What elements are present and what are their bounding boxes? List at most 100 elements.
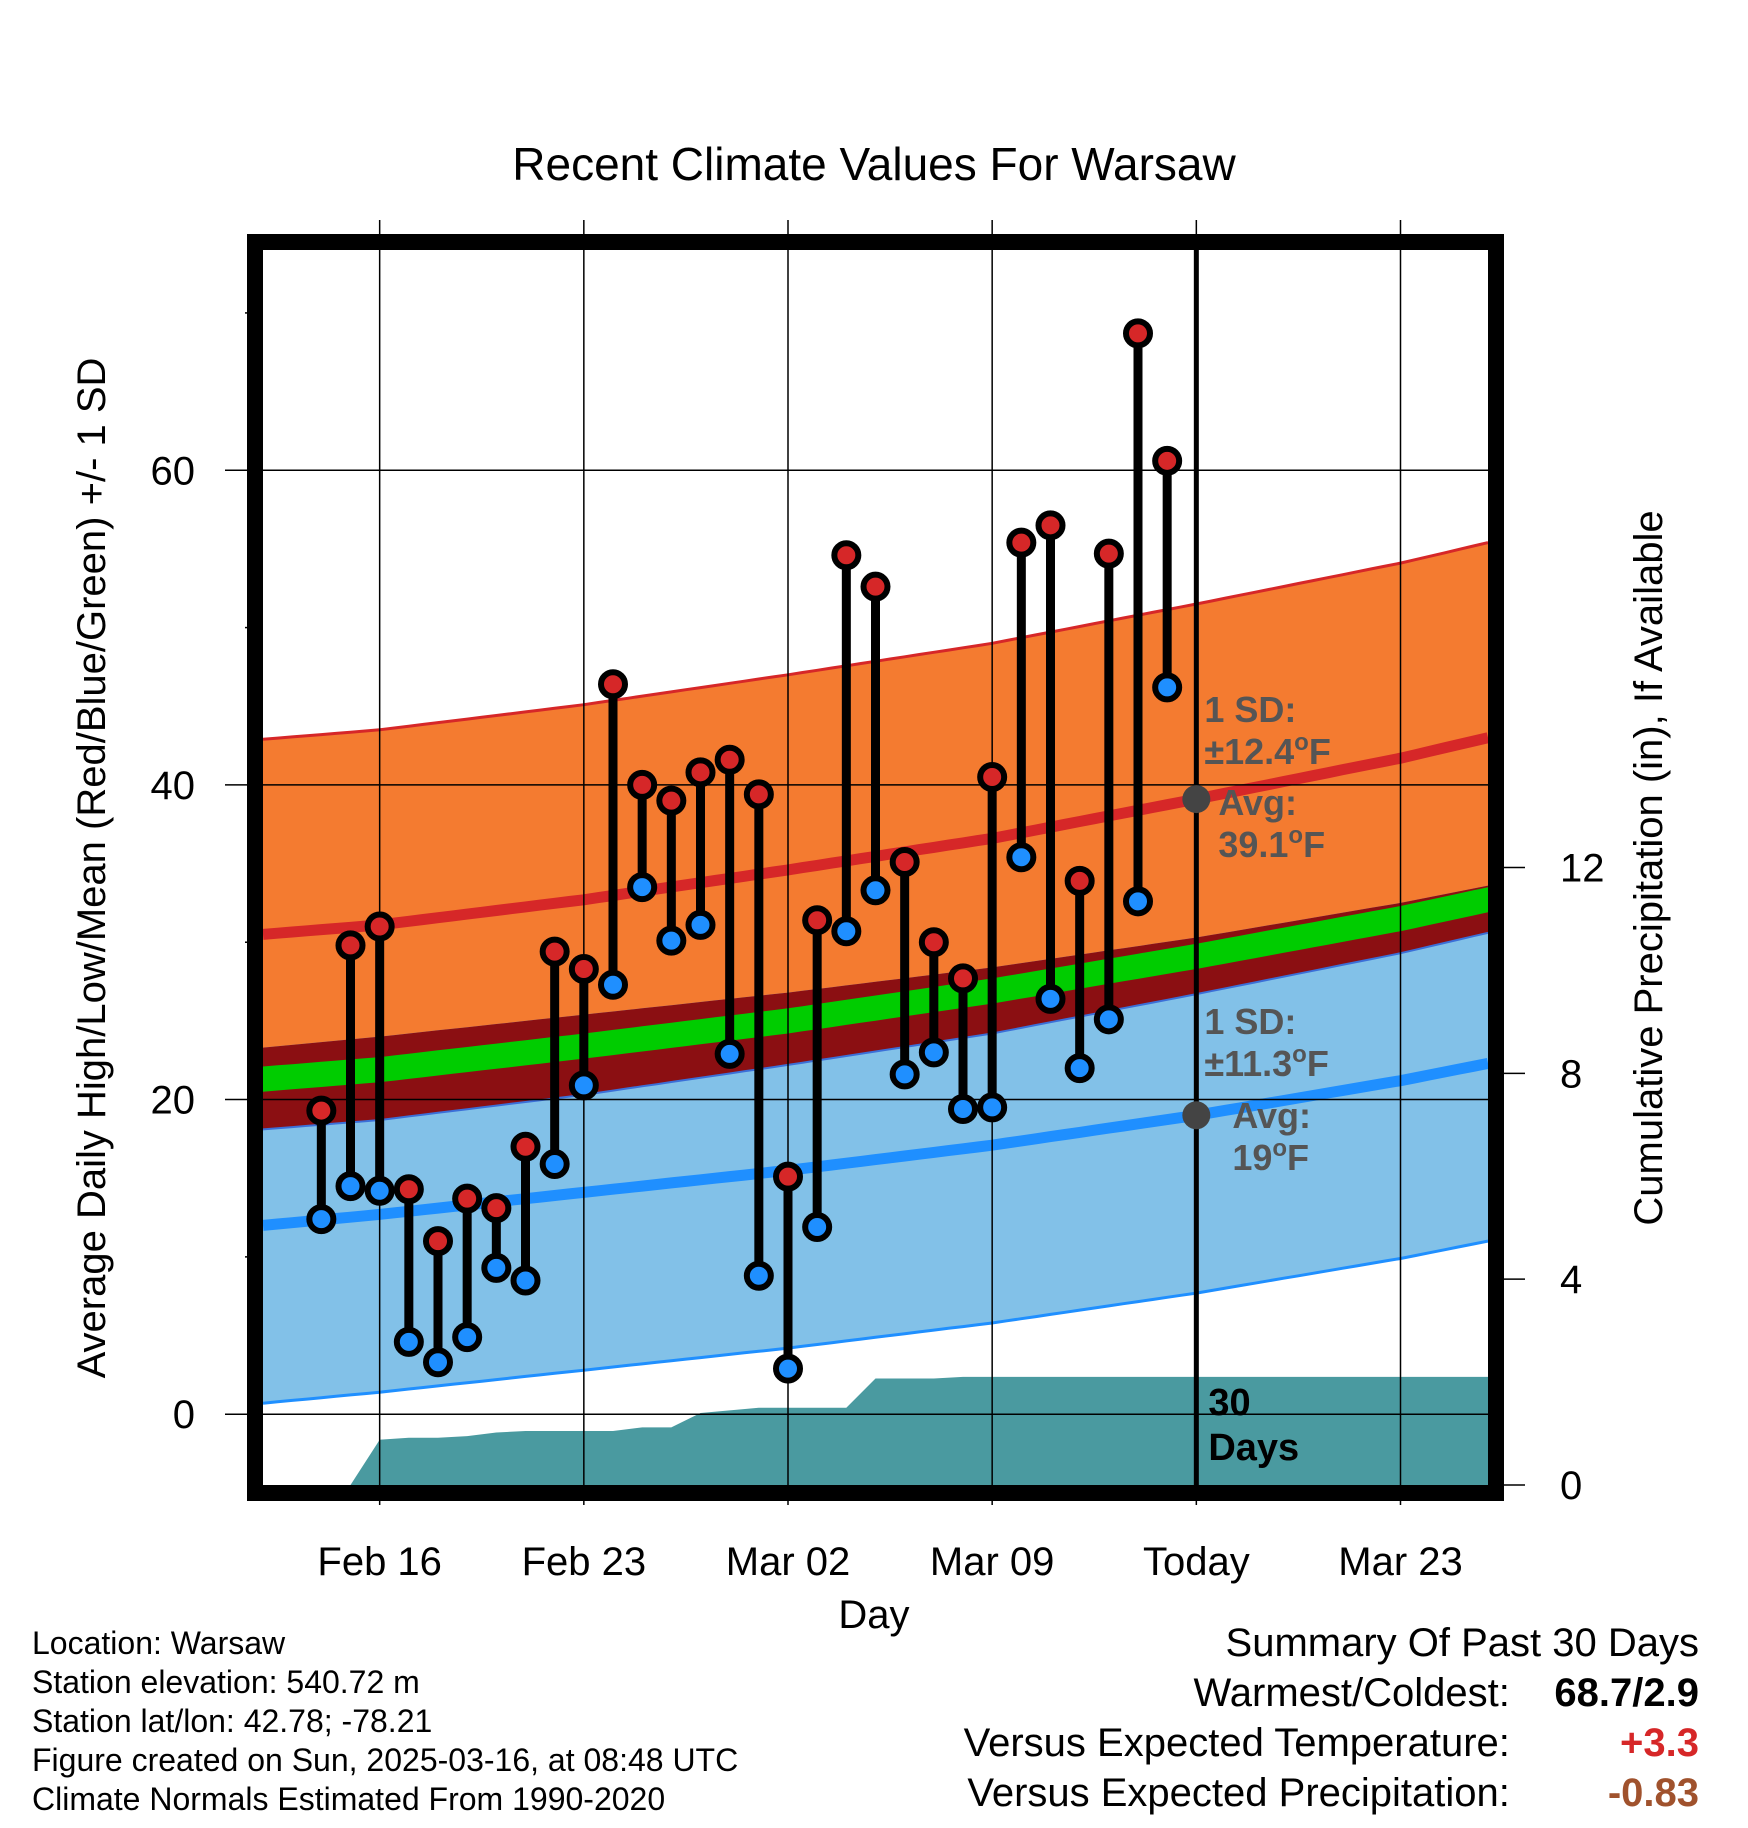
x-tick-label: Mar 23 <box>1338 1540 1463 1584</box>
warm-cold-label: Warmest/Coldest: <box>1193 1671 1510 1715</box>
daily-low-point <box>860 875 891 906</box>
daily-low-point <box>1006 842 1037 873</box>
high-avg-value: 39.1oF <box>1218 822 1325 865</box>
daily-low-point <box>1152 672 1183 703</box>
daily-low-point <box>539 1149 570 1180</box>
y2-tick-label: 12 <box>1560 847 1605 891</box>
daily-low-point <box>773 1353 803 1384</box>
summary-temp: Versus Expected Temperature: +3.3 <box>964 1718 1699 1768</box>
daily-high-point <box>656 785 687 816</box>
summary-precip: Versus Expected Precipitation: -0.83 <box>964 1768 1699 1818</box>
daily-high-point <box>1064 865 1095 896</box>
y-tick-label: 20 <box>151 1079 196 1123</box>
y2-axis-label: Cumulative Precipitation (in), If Availa… <box>1627 510 1671 1225</box>
daily-low-point <box>1035 983 1066 1014</box>
daily-low-point <box>743 1260 774 1291</box>
avg-low-marker <box>1182 1101 1211 1130</box>
daily-low-point <box>510 1265 541 1296</box>
y2-tick-label: 4 <box>1560 1258 1582 1302</box>
high-avg-unit: F <box>1303 824 1325 865</box>
low-sd-lower-line <box>263 1239 1488 1405</box>
low-sd-title: 1 SD: <box>1204 1001 1296 1042</box>
window-label-number: 30 <box>1208 1382 1250 1424</box>
high-sd-degree: o <box>1294 729 1309 756</box>
daily-high-point <box>1035 510 1066 541</box>
daily-high-point <box>598 669 628 700</box>
daily-low-point <box>1093 1004 1124 1035</box>
daily-low-point <box>714 1038 745 1069</box>
low-sd-degree: o <box>1292 1041 1307 1068</box>
daily-low-point <box>831 916 862 947</box>
daily-low-point <box>918 1037 949 1068</box>
y-tick-label: 0 <box>173 1393 195 1437</box>
y-tick-label: 40 <box>151 764 196 808</box>
warm-cold-value: 68.7/2.9 <box>1554 1671 1699 1715</box>
daily-high-point <box>1152 445 1183 476</box>
high-sd-unit: F <box>1309 731 1331 772</box>
daily-low-point <box>364 1175 395 1206</box>
daily-high-point <box>423 1226 453 1257</box>
daily-high-point <box>481 1193 512 1224</box>
high-sd-value: ±12.4oF <box>1204 729 1331 772</box>
plot-area: Feb 16 Feb 23 Mar 02 Mar 09 Today Mar 2302040… <box>151 220 1605 1584</box>
daily-low-point <box>627 872 658 903</box>
low-avg-title: Avg: <box>1232 1095 1311 1136</box>
low-sd-value: ±11.3oF <box>1204 1041 1329 1084</box>
daily-high-point <box>1123 318 1153 349</box>
window-label-unit: Days <box>1208 1427 1299 1469</box>
daily-high-point <box>860 571 891 602</box>
daily-high-point <box>306 1095 337 1126</box>
x-tick-label: Feb 16 <box>317 1540 442 1584</box>
daily-high-point <box>627 769 658 800</box>
created-text: Figure created on Sun, 2025-03-16, at 08… <box>32 1742 739 1778</box>
avg-high-marker <box>1182 785 1211 814</box>
precip-area <box>292 1376 1488 1485</box>
daily-low-point <box>889 1059 920 1090</box>
daily-high-point <box>918 927 949 958</box>
daily-high-point <box>948 963 978 994</box>
daily-low-point <box>306 1204 337 1235</box>
plot-frame <box>247 234 1504 1501</box>
daily-high-point <box>393 1174 424 1205</box>
temp-anomaly-label: Versus Expected Temperature: <box>963 1721 1510 1765</box>
daily-high-point <box>335 930 366 961</box>
daily-low-point <box>452 1322 483 1353</box>
daily-low-point <box>481 1252 512 1283</box>
high-sd-lower-line <box>263 931 1488 1131</box>
daily-high-point <box>539 936 570 967</box>
daily-high-point <box>743 779 774 810</box>
daily-low-point <box>685 909 716 940</box>
location-text: Location: Warsaw <box>32 1625 286 1661</box>
daily-low-point <box>977 1092 1008 1123</box>
y-tick-label: 60 <box>151 449 196 493</box>
x-tick-label: Today <box>1143 1540 1250 1584</box>
daily-high-point <box>510 1131 541 1162</box>
high-avg-title: Avg: <box>1218 782 1297 823</box>
y2-tick-label: 0 <box>1560 1464 1582 1508</box>
daily-high-point <box>568 953 599 984</box>
precip-anomaly-value: -0.83 <box>1607 1771 1699 1815</box>
daily-high-point <box>1093 538 1124 569</box>
low-avg-unit: F <box>1287 1137 1309 1178</box>
daily-high-point <box>802 905 833 936</box>
daily-low-point <box>598 969 628 1000</box>
chart-title: Recent Climate Values For Warsaw <box>512 138 1236 190</box>
daily-high-point <box>714 744 745 775</box>
mean-band <box>263 887 1488 1092</box>
daily-high-point <box>685 757 716 788</box>
precip-anomaly-label: Versus Expected Precipitation: <box>967 1771 1510 1815</box>
daily-high-point <box>889 846 920 877</box>
x-tick-label: Mar 09 <box>930 1540 1055 1584</box>
daily-low-point <box>1123 886 1153 917</box>
temp-anomaly-value: +3.3 <box>1620 1721 1699 1765</box>
daily-high-point <box>977 762 1008 793</box>
daily-low-point <box>335 1171 366 1202</box>
daily-high-point <box>364 911 395 942</box>
elevation-text: Station elevation: 540.72 m <box>32 1664 420 1700</box>
high-sd-title: 1 SD: <box>1204 689 1296 730</box>
daily-high-point <box>452 1183 483 1214</box>
daily-high-point <box>1006 527 1037 558</box>
y2-tick-label: 8 <box>1560 1052 1582 1096</box>
daily-low-point <box>802 1211 833 1242</box>
